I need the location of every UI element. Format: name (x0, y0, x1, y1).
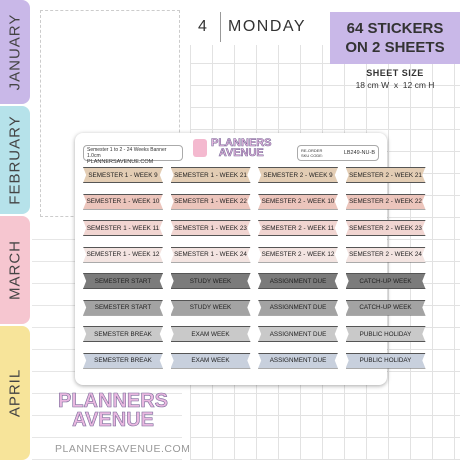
month-tab: JANUARY (0, 0, 30, 104)
sticker: SEMESTER 2 - WEEK 12 (258, 246, 338, 263)
footer-website: PLANNERSAVENUE.COM (55, 443, 191, 455)
sku: LB249-NU-B (343, 150, 375, 156)
day-name: MONDAY (228, 18, 307, 35)
sticker: SEMESTER START (83, 273, 163, 289)
sticker: SEMESTER BREAK (83, 352, 163, 369)
sheet-logo: PLANNERS AVENUE (211, 137, 272, 160)
logo-line: AVENUE (218, 147, 264, 160)
sticker: EXAM WEEK (170, 352, 251, 369)
sku-box: RE-ORDER SKU CODE: LB249-NU-B (297, 145, 379, 161)
reorder-label: RE-ORDER SKU CODE: (301, 148, 324, 158)
tab-label: FEBRUARY (6, 115, 24, 205)
sticker: ASSIGNMENT DUE (258, 273, 338, 289)
product-name: Semester 1 to 2 - 24 Weeks Banner 1.0cm (87, 147, 167, 159)
sticker: SEMESTER 2 - WEEK 21 (345, 167, 426, 183)
size-label: SHEET SIZE (366, 68, 424, 78)
sticker: SEMESTER 1 - WEEK 12 (83, 246, 163, 263)
promo-box: 64 STICKERS ON 2 SHEETS (330, 12, 460, 64)
tab-label: MARCH (6, 240, 24, 300)
promo-title: 64 STICKERS ON 2 SHEETS (345, 20, 445, 56)
sticker: PUBLIC HOLIDAY (345, 326, 426, 342)
logo-icon (193, 139, 207, 157)
logo-line: PLANNERS (58, 390, 169, 412)
sticker: SEMESTER 1 - WEEK 21 (170, 167, 251, 183)
sticker: SEMESTER 2 - WEEK 11 (258, 220, 338, 236)
sticker: CATCH-UP WEEK (345, 273, 426, 289)
sticker: SEMESTER 2 - WEEK 24 (345, 246, 426, 263)
sticker: PUBLIC HOLIDAY (345, 352, 426, 369)
sticker: STUDY WEEK (170, 273, 251, 289)
sticker: SEMESTER 2 - WEEK 22 (345, 193, 426, 210)
sticker: SEMESTER START (83, 299, 163, 316)
sticker: EXAM WEEK (170, 326, 251, 342)
website: PLANNERSAVENUE.COM (87, 159, 154, 165)
divider (220, 12, 221, 42)
logo-line: PLANNERS (211, 137, 272, 149)
month-tab: MARCH (0, 216, 30, 324)
footer-logo: PLANNERS AVENUE (58, 390, 169, 431)
sticker: SEMESTER BREAK (83, 326, 163, 342)
tab-label: APRIL (6, 368, 24, 418)
sticker: SEMESTER 2 - WEEK 10 (258, 193, 338, 210)
tab-label: JANUARY (6, 13, 24, 91)
month-tab: APRIL (0, 326, 30, 460)
sticker: ASSIGNMENT DUE (258, 352, 338, 369)
sticker: SEMESTER 2 - WEEK 9 (258, 167, 338, 183)
sticker: SEMESTER 2 - WEEK 23 (345, 220, 426, 236)
month-tab: FEBRUARY (0, 106, 30, 214)
sticker: STUDY WEEK (170, 299, 251, 316)
sticker: SEMESTER 1 - WEEK 24 (170, 246, 251, 263)
sticker: SEMESTER 1 - WEEK 11 (83, 220, 163, 236)
sticker: SEMESTER 1 - WEEK 23 (170, 220, 251, 236)
sticker: SEMESTER 1 - WEEK 9 (83, 167, 163, 183)
sticker: SEMESTER 1 - WEEK 22 (170, 193, 251, 210)
sticker: CATCH-UP WEEK (345, 299, 426, 316)
size-value: 18 cm W x 12 cm H (355, 80, 435, 90)
header-box: Semester 1 to 2 - 24 Weeks Banner 1.0cm … (83, 145, 183, 165)
day-number: 4 (198, 18, 209, 35)
sticker-sheet: Semester 1 to 2 - 24 Weeks Banner 1.0cm … (75, 133, 426, 385)
sticker: ASSIGNMENT DUE (258, 299, 338, 316)
sticker: SEMESTER 1 - WEEK 10 (83, 193, 163, 210)
logo-line: AVENUE (72, 409, 154, 431)
sticker: ASSIGNMENT DUE (258, 326, 338, 342)
